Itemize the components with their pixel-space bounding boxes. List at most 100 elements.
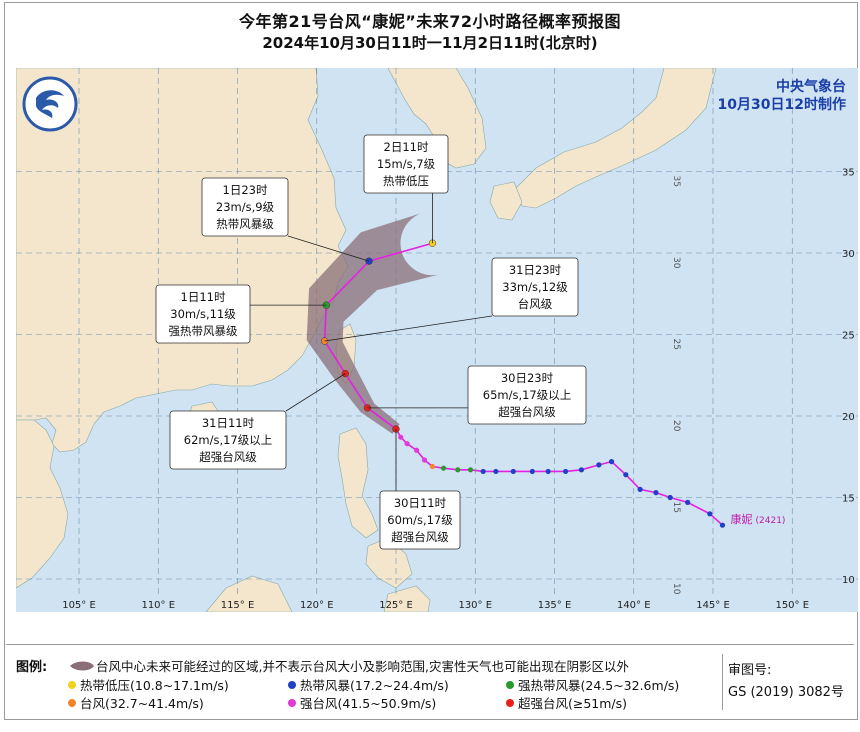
past-track-point bbox=[637, 486, 643, 492]
lat-label: 10 bbox=[842, 575, 855, 586]
issue-time: 10月30日12时制作 bbox=[717, 97, 846, 113]
lon-label: 150° E bbox=[775, 600, 809, 611]
past-track-point bbox=[707, 511, 713, 517]
lon-label: 130° E bbox=[458, 600, 492, 611]
lat-label: 25 bbox=[671, 339, 681, 350]
tropical-depression-dot-icon bbox=[68, 680, 76, 689]
forecast-label-text: 热带低压 bbox=[383, 174, 429, 188]
legend-item: 台风(32.7~41.4m/s) bbox=[68, 693, 204, 712]
forecast-label-text: 超强台风级 bbox=[199, 450, 257, 464]
lat-label: 30 bbox=[671, 257, 681, 269]
review-label: 审图号: bbox=[728, 663, 772, 678]
vietnam-coast bbox=[16, 419, 69, 589]
past-track-point bbox=[429, 463, 436, 470]
agency-stamp: 中央气象台 10月30日12时制作 bbox=[718, 78, 846, 114]
map-area: 105° E 110° E 115° E 120° E 125° E 130° E 135°… bbox=[16, 68, 858, 612]
forecast-label-text: 台风级 bbox=[518, 297, 553, 311]
forecast-label-box bbox=[363, 134, 449, 194]
forecast-label-text: 30m/s,11级 bbox=[170, 307, 236, 321]
forecast-label-text: 23m/s,9级 bbox=[216, 200, 275, 214]
legend-panel: 图例: 台风中心未来可能经过的区域,并不表示台风大小及影响范围,灾害性天气也可能… bbox=[6, 644, 854, 714]
forecast-label-box bbox=[467, 365, 587, 425]
forecast-label-text: 31日23时 bbox=[509, 263, 562, 277]
legend-label: 强台风(41.5~50.9m/s) bbox=[300, 696, 437, 711]
lon-label: 110° E bbox=[141, 600, 175, 611]
past-track-point bbox=[685, 499, 691, 505]
legend-item: 热带风暴(17.2~24.4m/s) bbox=[288, 675, 449, 694]
review-code: GS (2019) 3082号 bbox=[728, 685, 844, 700]
leader-line bbox=[287, 235, 370, 262]
past-track-point bbox=[545, 468, 551, 475]
lat-label: 15 bbox=[842, 494, 855, 505]
korean-peninsula bbox=[387, 68, 487, 169]
past-track-point bbox=[398, 434, 404, 440]
lat-label: 20 bbox=[671, 420, 681, 432]
forecast-label-text: 超强台风级 bbox=[498, 405, 556, 419]
forecast-label-text: 31日11时 bbox=[202, 416, 255, 430]
leader-line bbox=[285, 373, 346, 412]
forecast-label-box bbox=[491, 257, 579, 317]
probability-cone bbox=[306, 212, 442, 434]
legend-item: 超强台风(≥51m/s) bbox=[506, 693, 627, 712]
forecast-label-box bbox=[155, 284, 251, 344]
lon-label: 135° E bbox=[538, 600, 572, 611]
legend-divider bbox=[6, 644, 854, 645]
lon-label: 140° E bbox=[617, 600, 651, 611]
lat-label: 35 bbox=[842, 168, 855, 179]
forecast-label-text: 2日11时 bbox=[384, 140, 429, 154]
past-track-point bbox=[623, 472, 629, 478]
forecast-label-text: 62m/s,17级以上 bbox=[184, 433, 273, 447]
past-track-point bbox=[455, 467, 461, 473]
past-track-point bbox=[421, 457, 428, 463]
lat-label: 20 bbox=[842, 412, 855, 423]
past-track-point bbox=[404, 441, 410, 447]
past-track-point bbox=[529, 468, 535, 475]
forecast-label-text: 强热带风暴级 bbox=[169, 324, 238, 338]
legend-item: 热带低压(10.8~17.1m/s) bbox=[68, 675, 229, 694]
cone-swatch-icon bbox=[70, 661, 94, 670]
typhoon-dot-icon bbox=[68, 698, 76, 707]
lon-label: 125° E bbox=[379, 600, 413, 611]
legend-title: 图例: bbox=[16, 660, 48, 675]
kyushu-island bbox=[489, 181, 523, 221]
past-track-point bbox=[467, 467, 474, 473]
legend-label: 强热带风暴(24.5~32.6m/s) bbox=[518, 678, 680, 693]
forecast-label-box bbox=[169, 410, 287, 470]
mindanao-island bbox=[383, 585, 431, 612]
typhoon-track-map: 105° E 110° E 115° E 120° E 125° E 130° E 135°… bbox=[16, 68, 858, 612]
forecast-label-text: 65m/s,17级以上 bbox=[483, 388, 572, 402]
legend-item: 强台风(41.5~50.9m/s) bbox=[288, 693, 436, 712]
forecast-label-text: 30日11时 bbox=[394, 496, 447, 510]
legend-label: 超强台风(≥51m/s) bbox=[518, 696, 628, 711]
super-typhoon-dot-icon bbox=[506, 698, 514, 707]
tropical-storm-dot-icon bbox=[288, 680, 296, 689]
past-track-point bbox=[596, 462, 602, 468]
uncertainty-cone bbox=[306, 212, 442, 434]
typhoon-name-label: 康妮 (2421) bbox=[731, 512, 786, 526]
legend-label: 热带低压(10.8~17.1m/s) bbox=[80, 678, 229, 693]
lat-label: 25 bbox=[842, 331, 855, 342]
forecast-label-text: 15m/s,7级 bbox=[377, 157, 436, 171]
lat-label: 10 bbox=[671, 583, 681, 595]
leader-line bbox=[324, 315, 493, 342]
forecast-label-text: 热带风暴级 bbox=[216, 217, 274, 231]
lon-label: 120° E bbox=[300, 600, 334, 611]
lat-label: 30 bbox=[842, 249, 855, 260]
past-track-point bbox=[493, 468, 499, 475]
forecast-label-text: 1日11时 bbox=[181, 290, 226, 304]
past-track-point bbox=[719, 522, 726, 528]
lon-label: 105° E bbox=[62, 600, 96, 611]
lat-label: 15 bbox=[671, 502, 681, 513]
borneo-island bbox=[205, 575, 293, 612]
legend-cone-row: 台风中心未来可能经过的区域,并不表示台风大小及影响范围,灾害性天气也可能出现在阴… bbox=[68, 656, 629, 675]
lon-label: 115° E bbox=[221, 600, 255, 611]
past-track-point bbox=[562, 468, 569, 475]
legend-cone-text: 台风中心未来可能经过的区域,并不表示台风大小及影响范围,灾害性天气也可能出现在阴… bbox=[96, 659, 629, 674]
mainland-china bbox=[16, 68, 349, 453]
past-track-point bbox=[667, 494, 673, 501]
forecast-label-box bbox=[201, 177, 289, 237]
legend-item: 强热带风暴(24.5~32.6m/s) bbox=[506, 675, 679, 694]
past-track-point bbox=[608, 459, 615, 465]
past-track-point bbox=[578, 467, 585, 473]
forecast-label-text: 超强台风级 bbox=[391, 530, 449, 544]
